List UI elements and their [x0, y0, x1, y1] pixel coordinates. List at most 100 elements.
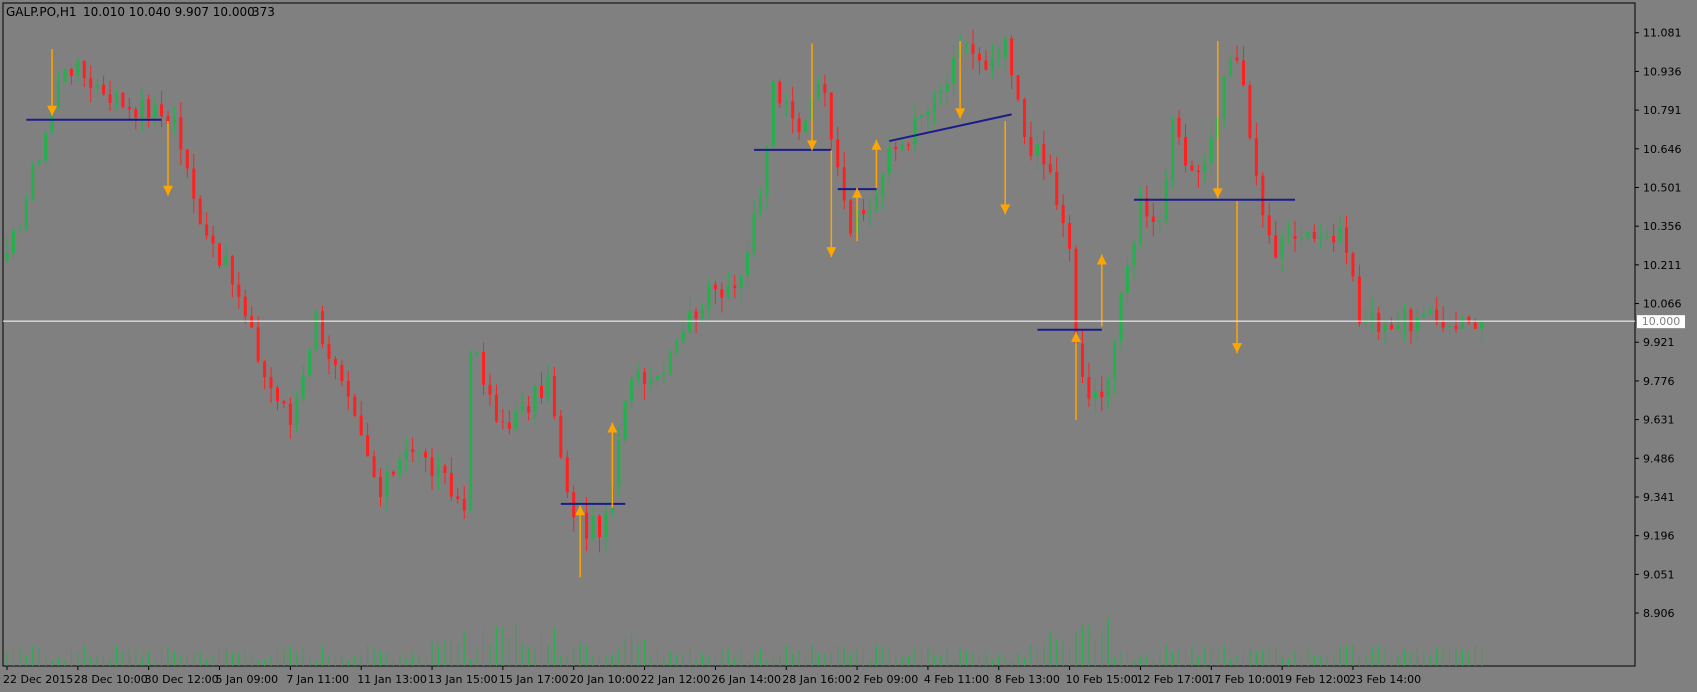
- up-arrow[interactable]: [852, 187, 863, 242]
- candle-body: [366, 435, 370, 457]
- time-tick-label: 22 Jan 12:00: [641, 673, 711, 686]
- candle-body: [160, 104, 164, 117]
- candle: [585, 497, 589, 551]
- candle: [733, 274, 737, 299]
- candle: [275, 385, 279, 411]
- up-arrow[interactable]: [1071, 331, 1082, 420]
- candle-body: [1203, 162, 1207, 173]
- down-arrow[interactable]: [1232, 201, 1243, 354]
- candle-body: [1338, 227, 1342, 243]
- signal-arrows[interactable]: [47, 41, 1243, 578]
- candle-body: [643, 371, 647, 384]
- candle-body: [829, 92, 833, 140]
- candle-body: [1222, 76, 1226, 118]
- candle: [1087, 362, 1091, 408]
- candle-body: [443, 466, 447, 473]
- candle-body: [939, 91, 943, 94]
- candle-body: [275, 387, 279, 402]
- candle-body: [1010, 38, 1014, 76]
- candle-body: [604, 512, 608, 537]
- trend-line[interactable]: [889, 113, 1012, 143]
- candle: [1377, 307, 1381, 340]
- candle-body: [887, 147, 891, 174]
- candle: [829, 92, 833, 149]
- up-arrow[interactable]: [575, 505, 586, 578]
- candle: [95, 78, 99, 95]
- arrow-head: [1232, 343, 1243, 354]
- candle-body: [321, 311, 325, 345]
- candle-body: [713, 284, 717, 290]
- time-tick-label: 17 Feb 10:00: [1207, 673, 1279, 686]
- candle: [752, 200, 756, 258]
- candle-body: [417, 451, 421, 453]
- down-arrow[interactable]: [807, 43, 817, 151]
- candle-body: [816, 84, 820, 99]
- candle-body: [404, 449, 408, 460]
- candle-body: [668, 352, 672, 373]
- candle: [984, 50, 988, 71]
- candle-body: [926, 111, 930, 116]
- up-arrow[interactable]: [607, 422, 618, 508]
- candle-body: [1055, 171, 1059, 205]
- arrow-head: [1071, 331, 1082, 342]
- support-resistance-lines[interactable]: [26, 113, 1295, 505]
- candle-body: [1293, 236, 1297, 239]
- candle: [1357, 264, 1361, 327]
- candle: [1119, 290, 1123, 353]
- down-arrow[interactable]: [47, 49, 58, 116]
- candle: [37, 159, 41, 167]
- candle-body: [720, 289, 724, 298]
- candle-body: [1190, 165, 1194, 171]
- candle: [63, 68, 67, 84]
- candle: [488, 373, 492, 406]
- candle-body: [984, 60, 988, 70]
- up-arrow[interactable]: [1096, 254, 1107, 327]
- candle-body: [211, 235, 215, 244]
- candle-body: [1473, 322, 1477, 329]
- candle-body: [250, 316, 254, 328]
- down-arrow[interactable]: [1000, 121, 1011, 215]
- candle-body: [1080, 343, 1084, 378]
- candle: [449, 457, 453, 502]
- candlestick-series: [5, 29, 1484, 553]
- candle-body: [791, 101, 795, 119]
- arrow-head: [826, 247, 837, 258]
- candle: [1138, 186, 1142, 248]
- down-arrow[interactable]: [955, 41, 966, 119]
- candle-body: [89, 78, 93, 88]
- price-axis[interactable]: 11.081 10.936 10.791 10.646 10.501 10.356 10.2…: [1635, 27, 1682, 620]
- candle: [11, 223, 15, 260]
- candle: [797, 112, 801, 141]
- candle: [1460, 315, 1464, 331]
- candle-body: [1184, 137, 1188, 166]
- candle-body: [31, 164, 35, 199]
- candle: [1003, 36, 1007, 73]
- candle: [823, 74, 827, 107]
- candle: [681, 322, 685, 344]
- candle: [726, 271, 730, 299]
- arrow-head: [163, 185, 173, 196]
- down-arrow[interactable]: [163, 121, 173, 196]
- candle-body: [1023, 99, 1027, 138]
- candle-body: [205, 224, 209, 236]
- time-tick-label: 2 Feb 09:00: [853, 673, 918, 686]
- candle: [630, 375, 634, 410]
- down-arrow[interactable]: [1212, 41, 1223, 199]
- time-tick-label: 15 Jan 17:00: [499, 673, 569, 686]
- candle-body: [256, 327, 260, 362]
- candle: [462, 486, 466, 519]
- candle: [971, 29, 975, 70]
- candle-body: [24, 198, 28, 229]
- arrow-head: [955, 108, 966, 119]
- candle-body: [1003, 38, 1007, 59]
- down-arrow[interactable]: [826, 150, 837, 258]
- candle-body: [1074, 248, 1078, 344]
- up-arrow[interactable]: [871, 139, 882, 188]
- candle: [900, 138, 904, 153]
- candle: [1364, 307, 1368, 326]
- candle: [353, 393, 357, 418]
- candle-body: [1177, 117, 1181, 138]
